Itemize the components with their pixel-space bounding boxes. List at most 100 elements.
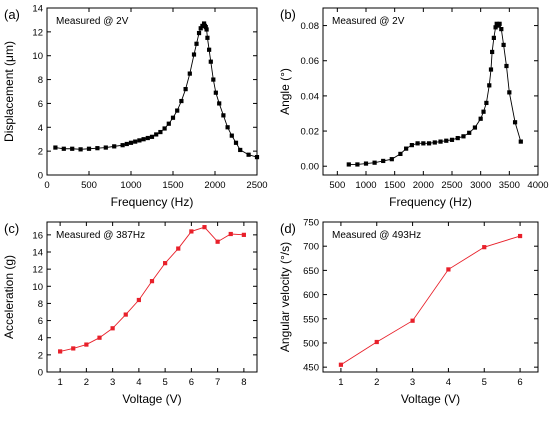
data-point [189,229,194,234]
data-point [86,146,92,151]
data-point [338,362,344,367]
data-point [203,24,208,30]
y-tick-label: 0 [38,368,43,379]
plot-frame [322,7,539,176]
y-tick-label: 8 [38,299,43,310]
data-point [194,41,199,46]
data-point [398,151,403,157]
panel-label: (d) [280,221,296,236]
y-tick-label: 650 [303,266,319,277]
y-tick-label: 14 [32,4,43,15]
x-axis-label: Voltage (V) [122,392,181,406]
y-tick-label: 14 [32,248,43,259]
data-point [346,162,351,167]
y-tick-label: 0.06 [301,56,320,67]
data-point [461,134,466,139]
data-point [229,133,234,138]
data-point [499,26,504,32]
y-axis-label: Displacement (μm) [2,41,16,142]
x-tick-label: 4000 [527,180,548,191]
plot-frame [322,221,539,373]
data-point [493,25,498,30]
data-point [355,162,360,167]
data-point [103,145,108,150]
y-tick-label: 2 [38,350,43,361]
x-tick-label: 3 [410,377,415,388]
y-tick-label: 16 [32,230,43,241]
data-point [207,47,212,52]
measurement-note: Measured @ 387Hz [56,230,145,241]
x-tick-label: 2500 [441,180,462,191]
panel-b: (b) 500 1000 1500 2000 2500 3000 3500 4000 0.00 0.… [278,7,549,209]
data-point [191,52,197,57]
data-point [183,87,188,92]
data-point [198,26,203,31]
panel-label: (c) [4,221,19,236]
y-tick-label: 450 [303,363,319,374]
y-tick-label: 0.08 [301,21,320,32]
x-axis-label: Frequency (Hz) [111,195,194,209]
data-point [225,125,230,130]
data-point [176,246,181,251]
data-point [238,147,243,153]
data-point [202,225,207,230]
x-tick-label: 2 [84,377,89,388]
data-point [97,335,102,340]
y-tick-label: 700 [303,242,319,253]
data-point [136,297,141,303]
data-point [95,146,100,151]
data-point [478,116,483,121]
plot-frame [46,221,258,373]
x-tick-label: 1 [338,377,343,388]
x-tick-label: 1500 [162,180,183,191]
x-tick-label: 4 [136,377,141,388]
x-tick-label: 7 [215,377,220,388]
y-axis-label: Acceleration (g) [2,255,16,339]
data-point [78,147,83,152]
y-tick-label: 2 [38,147,43,158]
data-point [149,279,155,284]
y-tick-label: 12 [32,265,43,276]
data-point [490,49,495,55]
y-tick-label: 4 [38,123,43,134]
data-point [137,138,142,143]
data-point [409,143,414,148]
x-tick-label: 2 [374,377,379,388]
y-tick-label: 750 [303,218,319,229]
x-tick-label: 3500 [499,180,520,191]
y-tick-label: 4 [38,333,43,344]
data-point [482,245,487,250]
x-axis-label: Voltage (V) [401,392,460,406]
data-point [110,326,115,331]
data-point [154,132,159,137]
data-point [196,30,202,36]
x-tick-label: 3000 [470,180,491,191]
x-tick-label: 2500 [246,180,267,191]
data-point [501,42,506,48]
data-point [128,140,134,145]
panel-label: (b) [280,7,296,22]
data-point [467,130,472,135]
data-point [372,160,377,165]
x-axis-label: Frequency (Hz) [389,195,472,209]
data-point [166,121,171,126]
measurement-note: Measured @ 493Hz [332,230,421,241]
y-tick-label: 550 [303,314,319,325]
data-point [404,146,409,151]
y-tick-label: 0.00 [301,162,320,173]
y-tick-label: 600 [303,290,319,301]
data-point [163,261,168,266]
y-tick-label: 12 [32,27,43,38]
data-point [438,139,443,144]
panel-d: (d) 1 2 3 4 5 6 450 500 550 600 650 700 750 Measured @… [278,218,539,406]
y-tick-label: 10 [32,51,43,62]
data-point [374,339,379,345]
data-point [215,239,220,244]
x-tick-label: 8 [241,377,246,388]
data-point [517,233,523,239]
y-tick-label: 0 [38,171,43,182]
x-tick-label: 1 [57,377,62,388]
data-point [200,23,205,28]
data-point [158,129,163,135]
x-tick-label: 5 [162,377,167,388]
